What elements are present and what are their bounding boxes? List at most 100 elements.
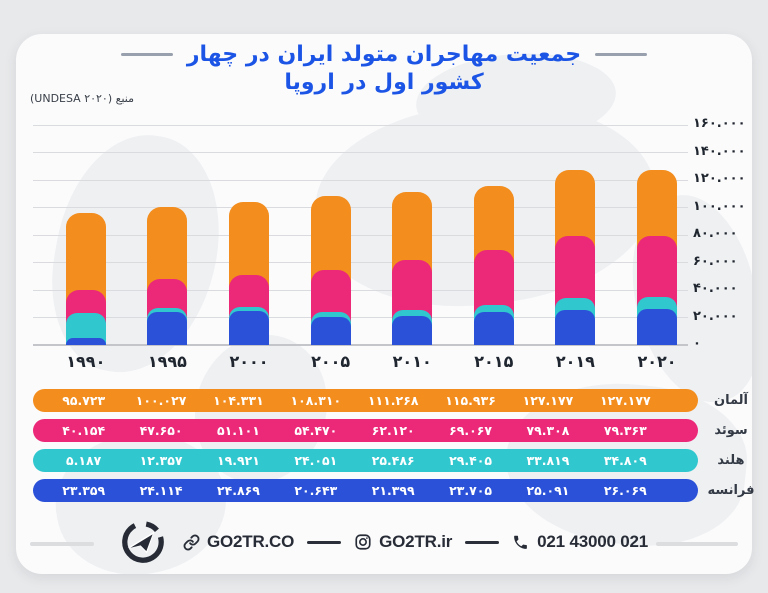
- footer-separator: [465, 540, 500, 544]
- pill-value: ۹۵.۷۲۳: [62, 393, 106, 408]
- pill-value: ۲۵.۰۹۱: [526, 483, 570, 498]
- footer-divider-left: [30, 542, 94, 546]
- row-label-france: فرانسه: [707, 483, 755, 498]
- phone-icon: [514, 535, 528, 549]
- pill-value: ۱۲۷.۱۷۷: [522, 393, 574, 408]
- source-label: منبع (UNDESA ۲۰۲۰): [30, 92, 135, 105]
- pill-value: ۲۳.۷۰۵: [449, 483, 493, 498]
- x-axis-label: ۲۰۱۹: [555, 352, 595, 371]
- website-label: GO2TR.CO: [206, 532, 295, 551]
- pill-value: ۲۵.۴۸۶: [371, 453, 415, 468]
- phone-label: 021 43000 021: [537, 532, 649, 551]
- title-dash-left: [120, 52, 173, 56]
- chart-gridline: [33, 234, 688, 236]
- pill-value: ۲۴.۱۱۴: [139, 483, 183, 498]
- y-axis-tick: ۱۴۰.۰۰۰: [693, 143, 746, 159]
- chart-gridline: [33, 179, 688, 181]
- title-dash-right: [595, 52, 648, 56]
- pill-value: ۶۹.۰۶۷: [449, 423, 493, 438]
- pill-value: ۲۱.۳۹۹: [371, 483, 415, 498]
- x-axis-label: ۱۹۹۵: [147, 352, 187, 371]
- y-axis-tick: ۸۰.۰۰۰: [693, 226, 738, 241]
- bar-segment-france-1990: [65, 337, 106, 345]
- instagram-label: GO2TR.ir: [379, 532, 453, 551]
- x-axis-label: ۱۹۹۰: [66, 352, 106, 371]
- row-label-netherlands: هلند: [717, 453, 745, 468]
- chart-gridline: [33, 124, 688, 126]
- pill-values-sweden: ۴۰.۱۵۴ ۴۷.۶۵۰ ۵۱.۱۰۱ ۵۴.۴۷۰ ۶۲.۱۲۰ ۶۹.۰۶۷ ۷۹.۳…: [45, 419, 664, 442]
- bar-segment-france-2000: [229, 310, 269, 345]
- pill-value: ۲۹.۴۰۵: [449, 453, 493, 468]
- page-title-line2: کشور اول در اروپا: [284, 70, 484, 95]
- pill-value: ۲۳.۳۵۹: [62, 483, 106, 498]
- pill-value: ۱۰۴.۳۳۱: [213, 393, 264, 408]
- pill-value: ۷۹.۳۰۸: [526, 423, 570, 438]
- bar-segment-france-2005: [310, 316, 351, 345]
- page-title-line1: جمعیت مهاجران متولد ایران در چهار: [186, 41, 582, 67]
- table-row-germany: ۹۵.۷۲۳ ۱۰۰.۰۲۷ ۱۰۴.۳۳۱ ۱۰۸.۳۱۰ ۱۱۱.۲۶۸ ۱۱۵.۹۳…: [33, 389, 698, 412]
- footer-divider-right: [656, 542, 738, 546]
- x-axis-label: ۲۰۱۰: [392, 352, 432, 371]
- x-axis-label: ۲۰۲۰: [637, 352, 677, 371]
- pill-value: ۱۱۵.۹۳۶: [445, 393, 496, 408]
- instagram-icon: [355, 534, 371, 550]
- row-label-germany: آلمان: [713, 393, 749, 408]
- instagram-link[interactable]: GO2TR.ir: [354, 532, 452, 552]
- bar-segment-france-1995: [147, 311, 188, 345]
- go2tr-logo: [120, 519, 166, 565]
- y-axis-tick: ۱۶۰.۰۰۰: [693, 116, 746, 131]
- table-row-france: ۲۳.۳۵۹ ۲۴.۱۱۴ ۲۴.۸۶۹ ۲۰.۶۴۳ ۲۱.۳۹۹ ۲۳.۷۰۵ ۲۵.۰…: [33, 479, 698, 502]
- pill-value: ۴۰.۱۵۴: [62, 423, 106, 438]
- y-axis-tick: ۴۰.۰۰۰: [693, 281, 738, 296]
- table-row-netherlands: ۵.۱۸۷ ۱۲.۳۵۷ ۱۹.۹۲۱ ۲۴.۰۵۱ ۲۵.۴۸۶ ۲۹.۴۰۵ ۳۳.۸۱…: [33, 449, 698, 472]
- pill-value: ۱۰۰.۰۲۷: [135, 393, 187, 408]
- y-axis-tick: ۱۲۰.۰۰۰: [693, 171, 746, 186]
- pill-value: ۲۴.۸۶۹: [216, 483, 260, 498]
- x-axis-label: ۲۰۰۵: [311, 352, 351, 371]
- chart-gridline: [33, 207, 688, 208]
- bar-segment-france-2015: [473, 312, 514, 345]
- link-icon: [183, 534, 200, 550]
- x-axis-label: ۲۰۱۵: [474, 352, 514, 371]
- pill-value: ۱۱۱.۲۶۸: [367, 393, 419, 408]
- pill-value: ۵۱.۱۰۱: [216, 423, 260, 438]
- pill-value: ۱۰۸.۳۱۰: [290, 393, 342, 408]
- y-axis-tick: ۰: [693, 336, 701, 351]
- chart-title-row: جمعیت مهاجران متولد ایران در چهار: [0, 38, 768, 70]
- pill-value: ۲۶.۰۶۹: [603, 483, 647, 498]
- footer-bar: GO2TR.CO GO2TR.ir 021 43000 021: [0, 516, 768, 568]
- footer-separator: [307, 540, 342, 544]
- chart-gridline: [33, 289, 688, 291]
- pill-value: ۲۰.۶۴۳: [294, 483, 338, 498]
- pill-value: ۱۲.۳۵۷: [139, 453, 183, 468]
- y-axis-tick: ۲۰.۰۰۰: [693, 308, 738, 324]
- pill-value: ۵.۱۸۷: [66, 453, 102, 468]
- pill-value: ۴۷.۶۵۰: [139, 423, 183, 438]
- website-link[interactable]: GO2TR.CO: [183, 532, 294, 552]
- phone-link[interactable]: 021 43000 021: [512, 532, 648, 552]
- chart-gridline: [33, 344, 688, 346]
- chart-gridline: [33, 262, 688, 263]
- pill-value: ۱۲۷.۱۷۷: [600, 393, 651, 408]
- pill-value: ۵۴.۴۷۰: [294, 423, 338, 438]
- chart-gridline: [33, 317, 688, 318]
- y-axis-tick: ۶۰.۰۰۰: [693, 253, 738, 269]
- pill-values-netherlands: ۵.۱۸۷ ۱۲.۳۵۷ ۱۹.۹۲۱ ۲۴.۰۵۱ ۲۵.۴۸۶ ۲۹.۴۰۵ ۳۳.۸۱…: [45, 449, 664, 472]
- pill-value: ۷۹.۳۶۳: [603, 423, 647, 438]
- row-label-sweden: سوئد: [714, 423, 748, 438]
- y-axis-tick: ۱۰۰.۰۰۰: [693, 198, 746, 214]
- bar-segment-france-2019: [555, 310, 596, 345]
- pill-values-germany: ۹۵.۷۲۳ ۱۰۰.۰۲۷ ۱۰۴.۳۳۱ ۱۰۸.۳۱۰ ۱۱۱.۲۶۸ ۱۱۵.۹۳…: [45, 389, 664, 412]
- table-row-sweden: ۴۰.۱۵۴ ۴۷.۶۵۰ ۵۱.۱۰۱ ۵۴.۴۷۰ ۶۲.۱۲۰ ۶۹.۰۶۷ ۷۹.۳…: [33, 419, 698, 442]
- pill-values-france: ۲۳.۳۵۹ ۲۴.۱۱۴ ۲۴.۸۶۹ ۲۰.۶۴۳ ۲۱.۳۹۹ ۲۳.۷۰۵ ۲۵.۰…: [45, 479, 664, 502]
- chart-gridline: [33, 152, 688, 153]
- bar-segment-france-2010: [392, 315, 433, 345]
- bar-segment-france-2020: [637, 309, 677, 345]
- x-axis-label: ۲۰۰۰: [229, 352, 269, 371]
- pill-value: ۳۴.۸۰۹: [603, 453, 647, 468]
- pill-value: ۲۴.۰۵۱: [294, 453, 338, 468]
- pill-value: ۱۹.۹۲۱: [216, 453, 260, 468]
- pill-value: ۳۳.۸۱۹: [526, 453, 570, 468]
- pill-value: ۶۲.۱۲۰: [371, 423, 415, 438]
